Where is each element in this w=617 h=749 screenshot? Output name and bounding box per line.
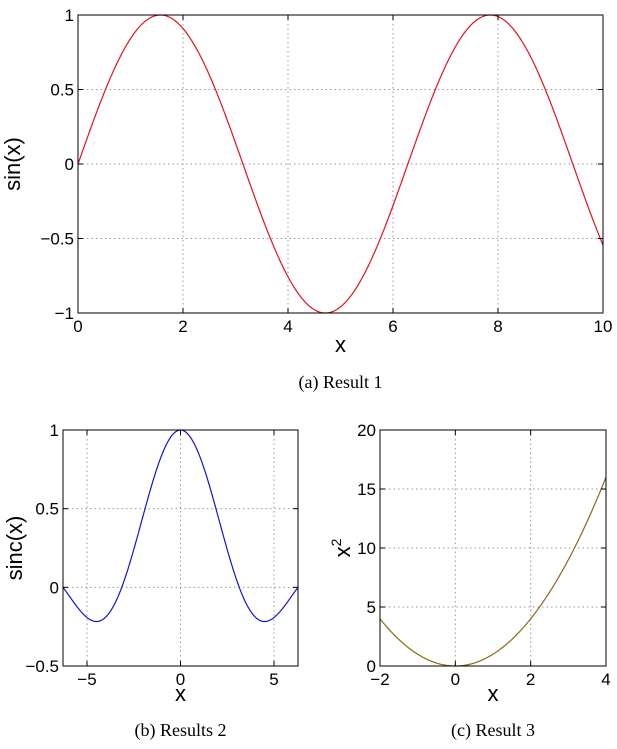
caption: (c) Result 3 [451,720,535,741]
ticks: −5 0 5 −0.5 0 0.5 1 [25,421,298,689]
y-axis-label-superscript: 2 [328,538,344,546]
x-tick-label: 2 [178,317,187,336]
y-tick-label: 0.5 [50,81,74,100]
ticks: 0 2 4 6 8 10 −1 −0.5 0 0.5 1 [40,6,612,336]
x-tick-label: 2 [526,670,535,689]
caption: (a) Result 1 [299,372,383,393]
x-tick-label: −5 [77,670,96,689]
x-tick-label: 8 [493,317,502,336]
x-tick-label: 5 [269,670,278,689]
x-tick-label: 4 [283,317,292,336]
y-tick-label: 1 [50,421,59,440]
sin-curve [77,14,604,314]
grid [77,14,604,314]
grid [379,429,607,667]
chart-results-2: −5 0 5 −0.5 0 0.5 1 x sinc(x) (b) Results 2 [2,421,299,741]
y-tick-label: −0.5 [25,657,59,676]
y-tick-label: 0.5 [35,500,59,519]
y-tick-label: 0 [50,578,59,597]
grid [63,429,298,667]
x-tick-label: 4 [601,670,610,689]
y-tick-label: 0 [367,657,376,676]
y-tick-label: 1 [65,6,74,25]
y-tick-label: 15 [357,480,376,499]
y-axis-label: x2 [328,538,355,557]
x-tick-label: 10 [594,317,613,336]
x-tick-label: 0 [176,670,185,689]
y-tick-label: 10 [357,539,376,558]
y-axis-label: sin(x) [0,137,25,191]
y-tick-label: −0.5 [40,230,74,249]
caption: (b) Results 2 [135,720,227,741]
x-axis-label: x [335,332,346,357]
x-tick-label: 0 [73,317,82,336]
y-tick-label: 20 [357,421,376,440]
y-tick-label: 0 [65,155,74,174]
y-axis-label: sinc(x) [2,516,27,581]
x-axis-label: x [175,681,186,706]
x-tick-label: −2 [370,670,389,689]
chart-result-1: 0 2 4 6 8 10 −1 −0.5 0 0.5 1 x sin(x) (a) Result 1 [0,6,612,393]
square-curve [379,476,607,667]
y-axis-label-base: x [330,546,355,557]
y-tick-label: −1 [55,304,74,323]
y-tick-label: 5 [367,598,376,617]
x-tick-label: 6 [388,317,397,336]
x-tick-label: 0 [451,670,460,689]
x-axis-label: x [488,681,499,706]
